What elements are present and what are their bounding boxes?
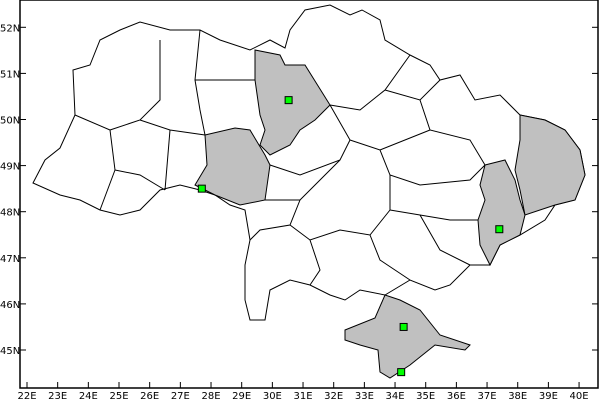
y-tick-label: 47N (0, 254, 20, 265)
oblast-border (249, 199, 301, 241)
x-tick-label: 31E (294, 391, 313, 400)
plot-frame (19, 0, 599, 389)
x-tick-label: 35E (416, 391, 435, 400)
region-vinnytsia[interactable] (194, 127, 271, 206)
y-tick-label: 46N (0, 300, 20, 311)
y-tick-label: 45N (0, 346, 20, 357)
oblast-border (309, 239, 321, 286)
location-marker[interactable] (397, 368, 406, 377)
location-marker[interactable] (495, 225, 504, 234)
oblast-border (74, 114, 116, 211)
y-tick-label: 52N (0, 23, 20, 34)
x-tick-label: 24E (79, 391, 98, 400)
x-tick-label: 33E (355, 391, 374, 400)
x-tick-label: 27E (171, 391, 190, 400)
x-tick-label: 28E (201, 391, 220, 400)
y-tick-label: 50N (0, 116, 20, 127)
marker-layer (197, 96, 504, 377)
location-marker[interactable] (399, 322, 408, 331)
y-tick-label: 48N (0, 208, 20, 219)
oblast-border (265, 159, 341, 201)
x-tick-label: 39E (539, 391, 558, 400)
x-tick-label: 37E (478, 391, 497, 400)
location-marker[interactable] (197, 184, 206, 193)
region-crimea[interactable] (344, 294, 471, 379)
x-tick-label: 36E (447, 391, 466, 400)
x-tick-label: 22E (17, 391, 36, 400)
x-tick-label: 32E (324, 391, 343, 400)
oblast-border (194, 29, 206, 136)
x-tick-label: 23E (48, 391, 67, 400)
oblast-border (289, 175, 391, 241)
x-tick-label: 26E (140, 391, 159, 400)
oblast-border (164, 129, 171, 191)
region-luhansk[interactable] (514, 114, 586, 216)
oblast-border (419, 99, 486, 166)
x-axis: 22E 23E 24E 25E 26E 27E 28E 29E 30E 31E 32E 33E 34E 3… (17, 382, 589, 400)
region-donetsk[interactable] (477, 159, 526, 267)
x-tick-label: 29E (232, 391, 251, 400)
oblast-border (369, 234, 411, 281)
x-tick-label: 30E (263, 391, 282, 400)
oblast-border (114, 169, 166, 191)
oblast-border (329, 54, 411, 111)
x-tick-label: 40E (570, 391, 589, 400)
x-tick-label: 25E (109, 391, 128, 400)
y-tick-label: 51N (0, 69, 20, 80)
y-tick-label: 49N (0, 162, 20, 173)
x-tick-label: 38E (508, 391, 527, 400)
land-layer (32, 4, 586, 379)
oblast-border (379, 149, 486, 186)
y-axis: 45N 46N 47N 48N 49N 50N 51N 52N (0, 23, 598, 357)
location-marker[interactable] (284, 96, 293, 105)
oblast-border (389, 209, 478, 221)
x-tick-label: 34E (386, 391, 405, 400)
oblast-border (109, 40, 161, 131)
oblast-border (419, 214, 471, 266)
border-layer (74, 29, 486, 286)
